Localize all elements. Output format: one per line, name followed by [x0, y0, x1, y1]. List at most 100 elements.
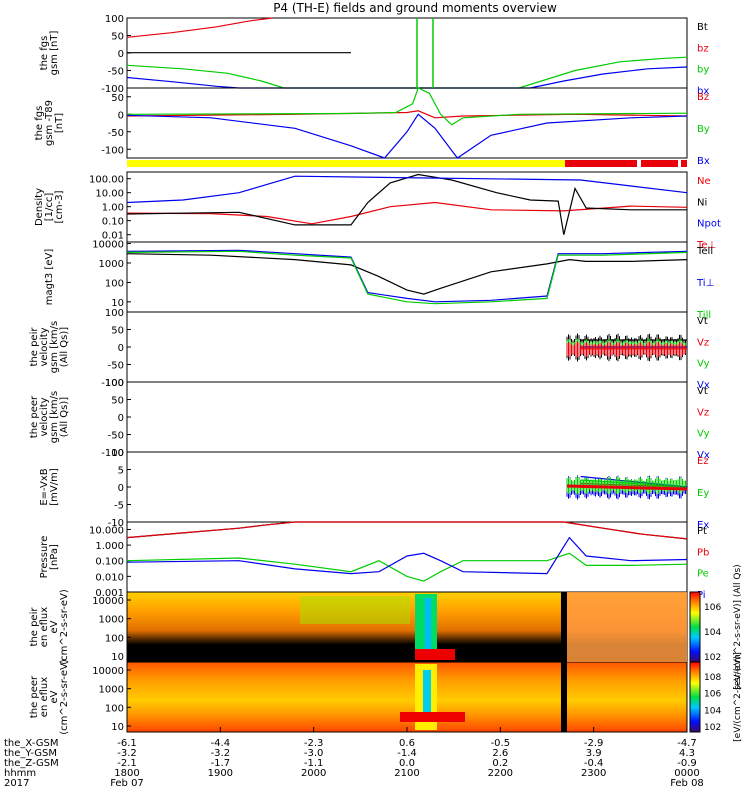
x-axis: the_X-GSM -6.1 -4.4 -2.3 0.6 -0.5 -2.9 -4.7 the_…	[4, 727, 704, 789]
series-line	[126, 536, 688, 575]
y-tick-label: 100.00	[89, 175, 124, 186]
y-tick-label: 0	[118, 413, 124, 424]
y-tick-label: 0	[118, 49, 124, 60]
mode-bar-fast	[641, 160, 678, 167]
y-tick-label: -100	[101, 378, 124, 389]
colorbar-tick-label: 104	[704, 706, 721, 716]
mode-bar-slow	[127, 160, 565, 167]
x-row-label: hhmm	[4, 768, 36, 779]
x-row-value: 1800	[114, 768, 139, 779]
ion-column-core	[425, 598, 431, 656]
ion-low-energy	[415, 649, 455, 660]
x-row-value: -1.1	[304, 758, 324, 769]
x-row-value: 2100	[394, 768, 419, 779]
y-axis-label: (cm^2-s-sr-eV)	[59, 659, 70, 735]
colorbar-tick-label: 102	[704, 723, 721, 733]
x-row-label: the_X-GSM	[4, 738, 58, 749]
series-line	[126, 249, 688, 303]
y-tick-label: 100	[105, 278, 124, 289]
legend-label: Vy	[697, 359, 710, 370]
colorbar-tick-label: 102	[704, 653, 721, 663]
x-row-value: -0.9	[677, 758, 697, 769]
colorbar	[689, 661, 701, 733]
y-axis-label: en eflux	[39, 677, 50, 717]
y-axis-label: gsm [km/s	[49, 391, 60, 444]
legend-label: By	[697, 124, 710, 135]
series-line	[126, 175, 688, 204]
y-tick-label: -50	[108, 128, 124, 139]
legend-label: Vx	[697, 450, 710, 461]
electron-low-energy	[400, 712, 465, 722]
x-row-value: 4.3	[679, 748, 695, 759]
y-axis-label: [nPa]	[49, 544, 60, 570]
x-start-date: Feb 07	[110, 778, 144, 789]
y-tick-label: 50	[111, 93, 124, 104]
y-tick-label: -100	[101, 145, 124, 156]
y-tick-label: 50	[111, 396, 124, 407]
y-tick-label: 0	[118, 483, 124, 494]
y-axis-label: E=-VxB	[39, 468, 50, 505]
x-row-value: -3.0	[304, 748, 324, 759]
y-axis-label: velocity	[39, 397, 50, 436]
panel-1: 100 50 0 -50 -100 the fgs gsm [nT] Bt bz by bx	[39, 14, 709, 97]
y-tick-label: 10	[111, 448, 124, 459]
legend-label: Vx	[697, 380, 710, 391]
y-tick-label: 100	[105, 14, 124, 25]
y-tick-label: 100	[105, 633, 124, 644]
y-axis-label: the peir	[29, 327, 40, 367]
x-row-value: -0.5	[491, 738, 511, 749]
panel-8: 10.000 1.000 0.100 0.010 0.001 Pressure [nPa] P…	[39, 521, 709, 601]
series-line	[126, 173, 687, 235]
data-gap	[561, 592, 567, 662]
y-axis-label: gsm [km/s	[49, 321, 60, 374]
y-axis-label: the fgs	[39, 36, 50, 71]
y-axis-label: (All Qs)]	[59, 397, 70, 437]
x-row-value: 2.6	[492, 748, 508, 759]
panel-10: 10000 1000 100 10 the peer en eflux eV (cm^2-s-…	[29, 652, 743, 742]
legend-label: Te⊥	[696, 240, 716, 251]
colorbar-tick-label: 104	[704, 628, 721, 638]
legend-label: Ti⊥	[696, 278, 714, 289]
panel-3: 100.00 10.00 1.00 0.10 0.01 Density [1/cc] [cm-…	[34, 171, 721, 251]
panel-6: 100 50 0 -50 -100 the peer velocity gsm [km/s (A…	[29, 378, 710, 461]
series-line	[126, 521, 688, 540]
y-axis-label: velocity	[39, 327, 50, 366]
legend-label: Pi	[697, 590, 706, 601]
x-row-value: 3.9	[586, 748, 602, 759]
colorbar-label: [eV/(cm^2-s-sr-eV)] (All Qs)	[733, 564, 743, 689]
y-axis-label: Density	[34, 188, 45, 226]
y-axis-label: en eflux	[39, 607, 50, 647]
y-tick-label: 1000	[99, 259, 124, 270]
y-tick-label: 1000	[99, 685, 124, 696]
y-tick-label: 10.000	[89, 525, 124, 536]
legend-label: Pt	[697, 526, 707, 537]
legend-label: bx	[697, 86, 709, 97]
x-row-value: -2.1	[117, 758, 137, 769]
x-row-label: the_Z-GSM	[4, 758, 59, 769]
y-axis-label: (All Qs)]	[59, 327, 70, 367]
legend-label: Vz	[697, 337, 709, 348]
x-row-value: 2300	[581, 768, 606, 779]
y-tick-label: 0.001	[95, 588, 124, 599]
y-tick-label: 1.000	[95, 541, 124, 552]
series-line	[126, 66, 688, 89]
series-line	[126, 87, 688, 126]
data-gap	[561, 662, 567, 732]
y-tick-label: -5	[114, 501, 124, 512]
y-axis-label: the fgs	[34, 106, 45, 141]
x-row-value: -2.9	[584, 738, 604, 749]
x-row-value: -3.2	[117, 748, 137, 759]
y-axis-label: [cm-3]	[54, 190, 65, 223]
plot-title: P4 (TH-E) fields and ground moments over…	[273, 1, 557, 15]
legend-label: Ez	[697, 456, 709, 467]
x-row-value: 0.0	[399, 758, 415, 769]
legend-label: bz	[697, 43, 709, 54]
y-axis-label: the peir	[29, 607, 40, 647]
panel-2: 50 0 -50 -100 the fgs gsm -T89 [nT] Bz By Bx	[34, 87, 710, 167]
legend-label: Ex	[697, 520, 709, 531]
y-tick-label: 0	[118, 110, 124, 121]
y-tick-label: 0.01	[102, 231, 124, 242]
x-row-value: -1.4	[397, 748, 417, 759]
legend-label: Pb	[697, 547, 709, 558]
